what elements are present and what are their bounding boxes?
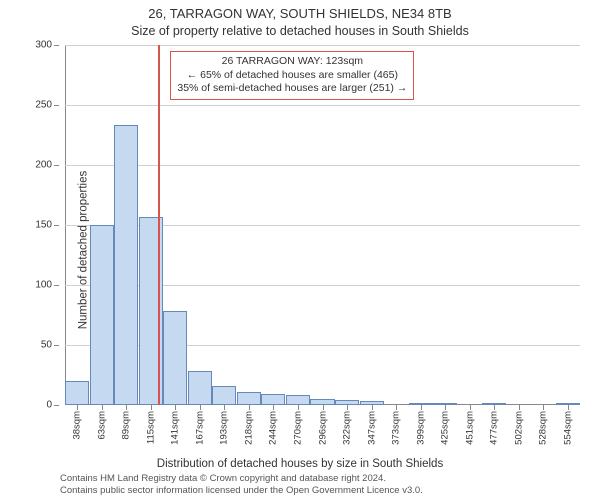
credits: Contains HM Land Registry data © Crown c… <box>60 473 423 496</box>
y-tick-label: 0 <box>46 400 52 411</box>
histogram-bar <box>237 392 261 405</box>
chart-subtitle: Size of property relative to detached ho… <box>0 24 600 38</box>
gridline <box>65 105 580 106</box>
x-tick-label: 218sqm <box>243 411 254 445</box>
annotation-box: 26 TARRAGON WAY: 123sqm← 65% of detached… <box>170 51 414 100</box>
x-tick-label: 141sqm <box>170 411 181 445</box>
x-tick-label: 451sqm <box>464 411 475 445</box>
x-tick-label: 193sqm <box>219 411 230 445</box>
annotation-line-2: ← 65% of detached houses are smaller (46… <box>177 69 407 83</box>
histogram-bar <box>188 371 212 405</box>
y-tick-label: 300 <box>35 40 52 51</box>
credits-line-2: Contains public sector information licen… <box>60 485 423 496</box>
histogram-bar <box>114 125 138 405</box>
x-tick-label: 528sqm <box>538 411 549 445</box>
x-tick-label: 63sqm <box>96 411 107 440</box>
annotation-line-1: 26 TARRAGON WAY: 123sqm <box>177 55 407 69</box>
histogram-bar <box>261 394 285 405</box>
histogram-bar <box>286 395 310 405</box>
histogram-bar <box>212 386 236 405</box>
x-tick-label: 502sqm <box>513 411 524 445</box>
gridline <box>65 45 580 46</box>
page-title: 26, TARRAGON WAY, SOUTH SHIELDS, NE34 8T… <box>0 6 600 21</box>
y-tick-label: 200 <box>35 160 52 171</box>
y-tick-label: 150 <box>35 220 52 231</box>
x-tick-label: 115sqm <box>145 411 156 444</box>
y-tick-label: 50 <box>41 340 52 351</box>
x-tick-label: 347sqm <box>366 411 377 445</box>
x-tick-label: 322sqm <box>342 411 353 445</box>
x-tick-label: 296sqm <box>317 411 328 445</box>
histogram-bar <box>65 381 89 405</box>
y-tick-label: 100 <box>35 280 52 291</box>
y-tick-label: 250 <box>35 100 52 111</box>
credits-line-1: Contains HM Land Registry data © Crown c… <box>60 473 423 484</box>
x-tick-label: 244sqm <box>268 411 279 445</box>
x-tick-label: 270sqm <box>292 411 303 445</box>
x-tick-label: 554sqm <box>562 411 573 445</box>
x-tick-label: 373sqm <box>391 411 402 445</box>
x-tick-label: 89sqm <box>121 411 132 440</box>
histogram-bar <box>163 311 187 405</box>
x-tick-label: 167sqm <box>194 411 205 445</box>
x-axis-label: Distribution of detached houses by size … <box>0 458 600 470</box>
histogram-bar <box>90 225 114 405</box>
gridline <box>65 165 580 166</box>
x-tick-label: 38sqm <box>72 411 83 440</box>
annotation-line-3: 35% of semi-detached houses are larger (… <box>177 82 407 96</box>
chart-plot-area: 05010015020025030038sqm63sqm89sqm115sqm1… <box>65 45 580 405</box>
x-tick-label: 477sqm <box>489 411 500 445</box>
reference-line <box>158 45 160 405</box>
x-tick-label: 425sqm <box>440 411 451 445</box>
x-tick-label: 399sqm <box>415 411 426 445</box>
